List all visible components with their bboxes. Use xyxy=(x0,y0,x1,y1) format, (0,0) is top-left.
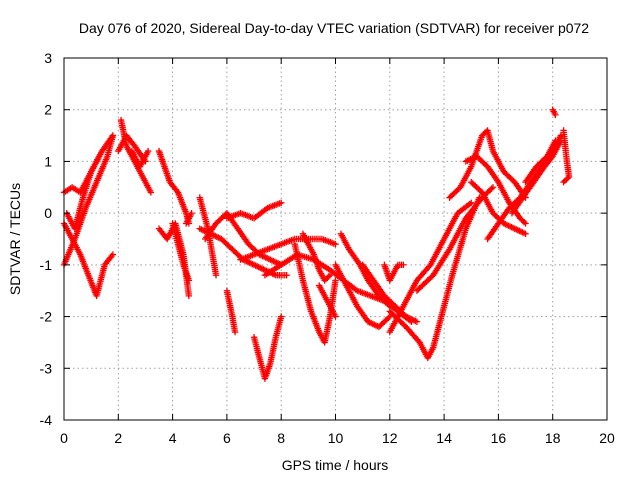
x-tick-label: 16 xyxy=(491,430,507,446)
data-series xyxy=(508,137,565,217)
chart-title: Day 076 of 2020, Sidereal Day-to-day VTE… xyxy=(79,20,589,36)
x-tick-label: 6 xyxy=(223,430,231,446)
data-point xyxy=(489,184,497,191)
y-tick-label: 1 xyxy=(44,153,52,169)
y-tick-label: -3 xyxy=(40,360,53,376)
data-point xyxy=(326,272,334,279)
data-point xyxy=(147,189,155,196)
data-point xyxy=(561,177,569,185)
data-point xyxy=(109,251,117,258)
data-point xyxy=(413,318,421,325)
data-point xyxy=(185,292,193,300)
data-series xyxy=(63,153,103,232)
data-point xyxy=(109,132,117,139)
data-series xyxy=(386,199,475,336)
data-point xyxy=(385,314,392,322)
y-tick-label: -1 xyxy=(40,257,53,273)
data-point xyxy=(332,313,339,320)
data-series xyxy=(128,147,152,170)
x-tick-label: 4 xyxy=(169,430,177,446)
x-tick-label: 2 xyxy=(114,430,122,446)
x-tick-label: 12 xyxy=(382,430,398,446)
data-point xyxy=(332,277,339,284)
data-point xyxy=(212,272,220,279)
data-series xyxy=(250,313,285,382)
data-point xyxy=(332,240,339,248)
y-axis-label: SDTVAR / TECUs xyxy=(7,183,23,295)
data-series xyxy=(359,261,421,325)
data-series xyxy=(291,240,339,346)
data-series xyxy=(182,209,195,227)
data-point xyxy=(278,199,285,206)
data-series xyxy=(549,106,559,119)
data-point xyxy=(488,185,495,192)
data-point xyxy=(278,313,285,320)
data-series xyxy=(237,235,339,263)
data-series xyxy=(332,261,393,331)
data-point xyxy=(548,154,555,161)
x-tick-label: 0 xyxy=(60,430,68,446)
data-point xyxy=(400,261,407,269)
data-series xyxy=(386,194,483,362)
y-tick-label: -2 xyxy=(40,309,53,325)
data-series xyxy=(196,194,220,279)
data-point xyxy=(552,111,559,119)
x-tick-label: 14 xyxy=(436,430,452,446)
data-points xyxy=(60,106,573,382)
data-series xyxy=(316,282,339,320)
data-point xyxy=(96,153,103,160)
data-point xyxy=(283,272,290,279)
data-point xyxy=(173,187,181,195)
data-point xyxy=(188,209,195,217)
y-tick-label: 3 xyxy=(44,50,52,66)
data-series xyxy=(381,261,407,284)
y-tick-label: 0 xyxy=(44,205,52,221)
data-series xyxy=(468,178,529,238)
data-series xyxy=(446,127,529,201)
data-point xyxy=(108,252,115,260)
x-tick-label: 10 xyxy=(328,430,344,446)
grid-lines xyxy=(64,58,607,420)
data-series xyxy=(60,220,117,300)
y-tick-label: -4 xyxy=(40,412,53,428)
data-point xyxy=(560,178,567,186)
x-axis-label: GPS time / hours xyxy=(282,457,389,473)
x-tick-label: 20 xyxy=(599,430,615,446)
y-tick-label: 2 xyxy=(44,102,52,118)
data-point xyxy=(552,137,559,144)
data-point xyxy=(522,230,529,238)
data-series xyxy=(60,132,117,269)
data-series xyxy=(299,230,334,284)
data-point xyxy=(522,220,529,227)
data-series xyxy=(155,147,193,227)
data-series xyxy=(413,184,497,294)
data-point xyxy=(325,273,332,280)
data-point xyxy=(144,147,152,155)
x-tick-label: 18 xyxy=(545,430,561,446)
data-point xyxy=(520,218,528,226)
data-series xyxy=(223,287,239,336)
data-series xyxy=(223,199,285,222)
data-point xyxy=(185,277,193,284)
data-point xyxy=(468,199,475,206)
data-series xyxy=(522,137,559,186)
data-series xyxy=(560,127,573,186)
data-series xyxy=(169,220,193,284)
x-tick-label: 8 xyxy=(277,430,285,446)
data-point xyxy=(231,328,239,336)
